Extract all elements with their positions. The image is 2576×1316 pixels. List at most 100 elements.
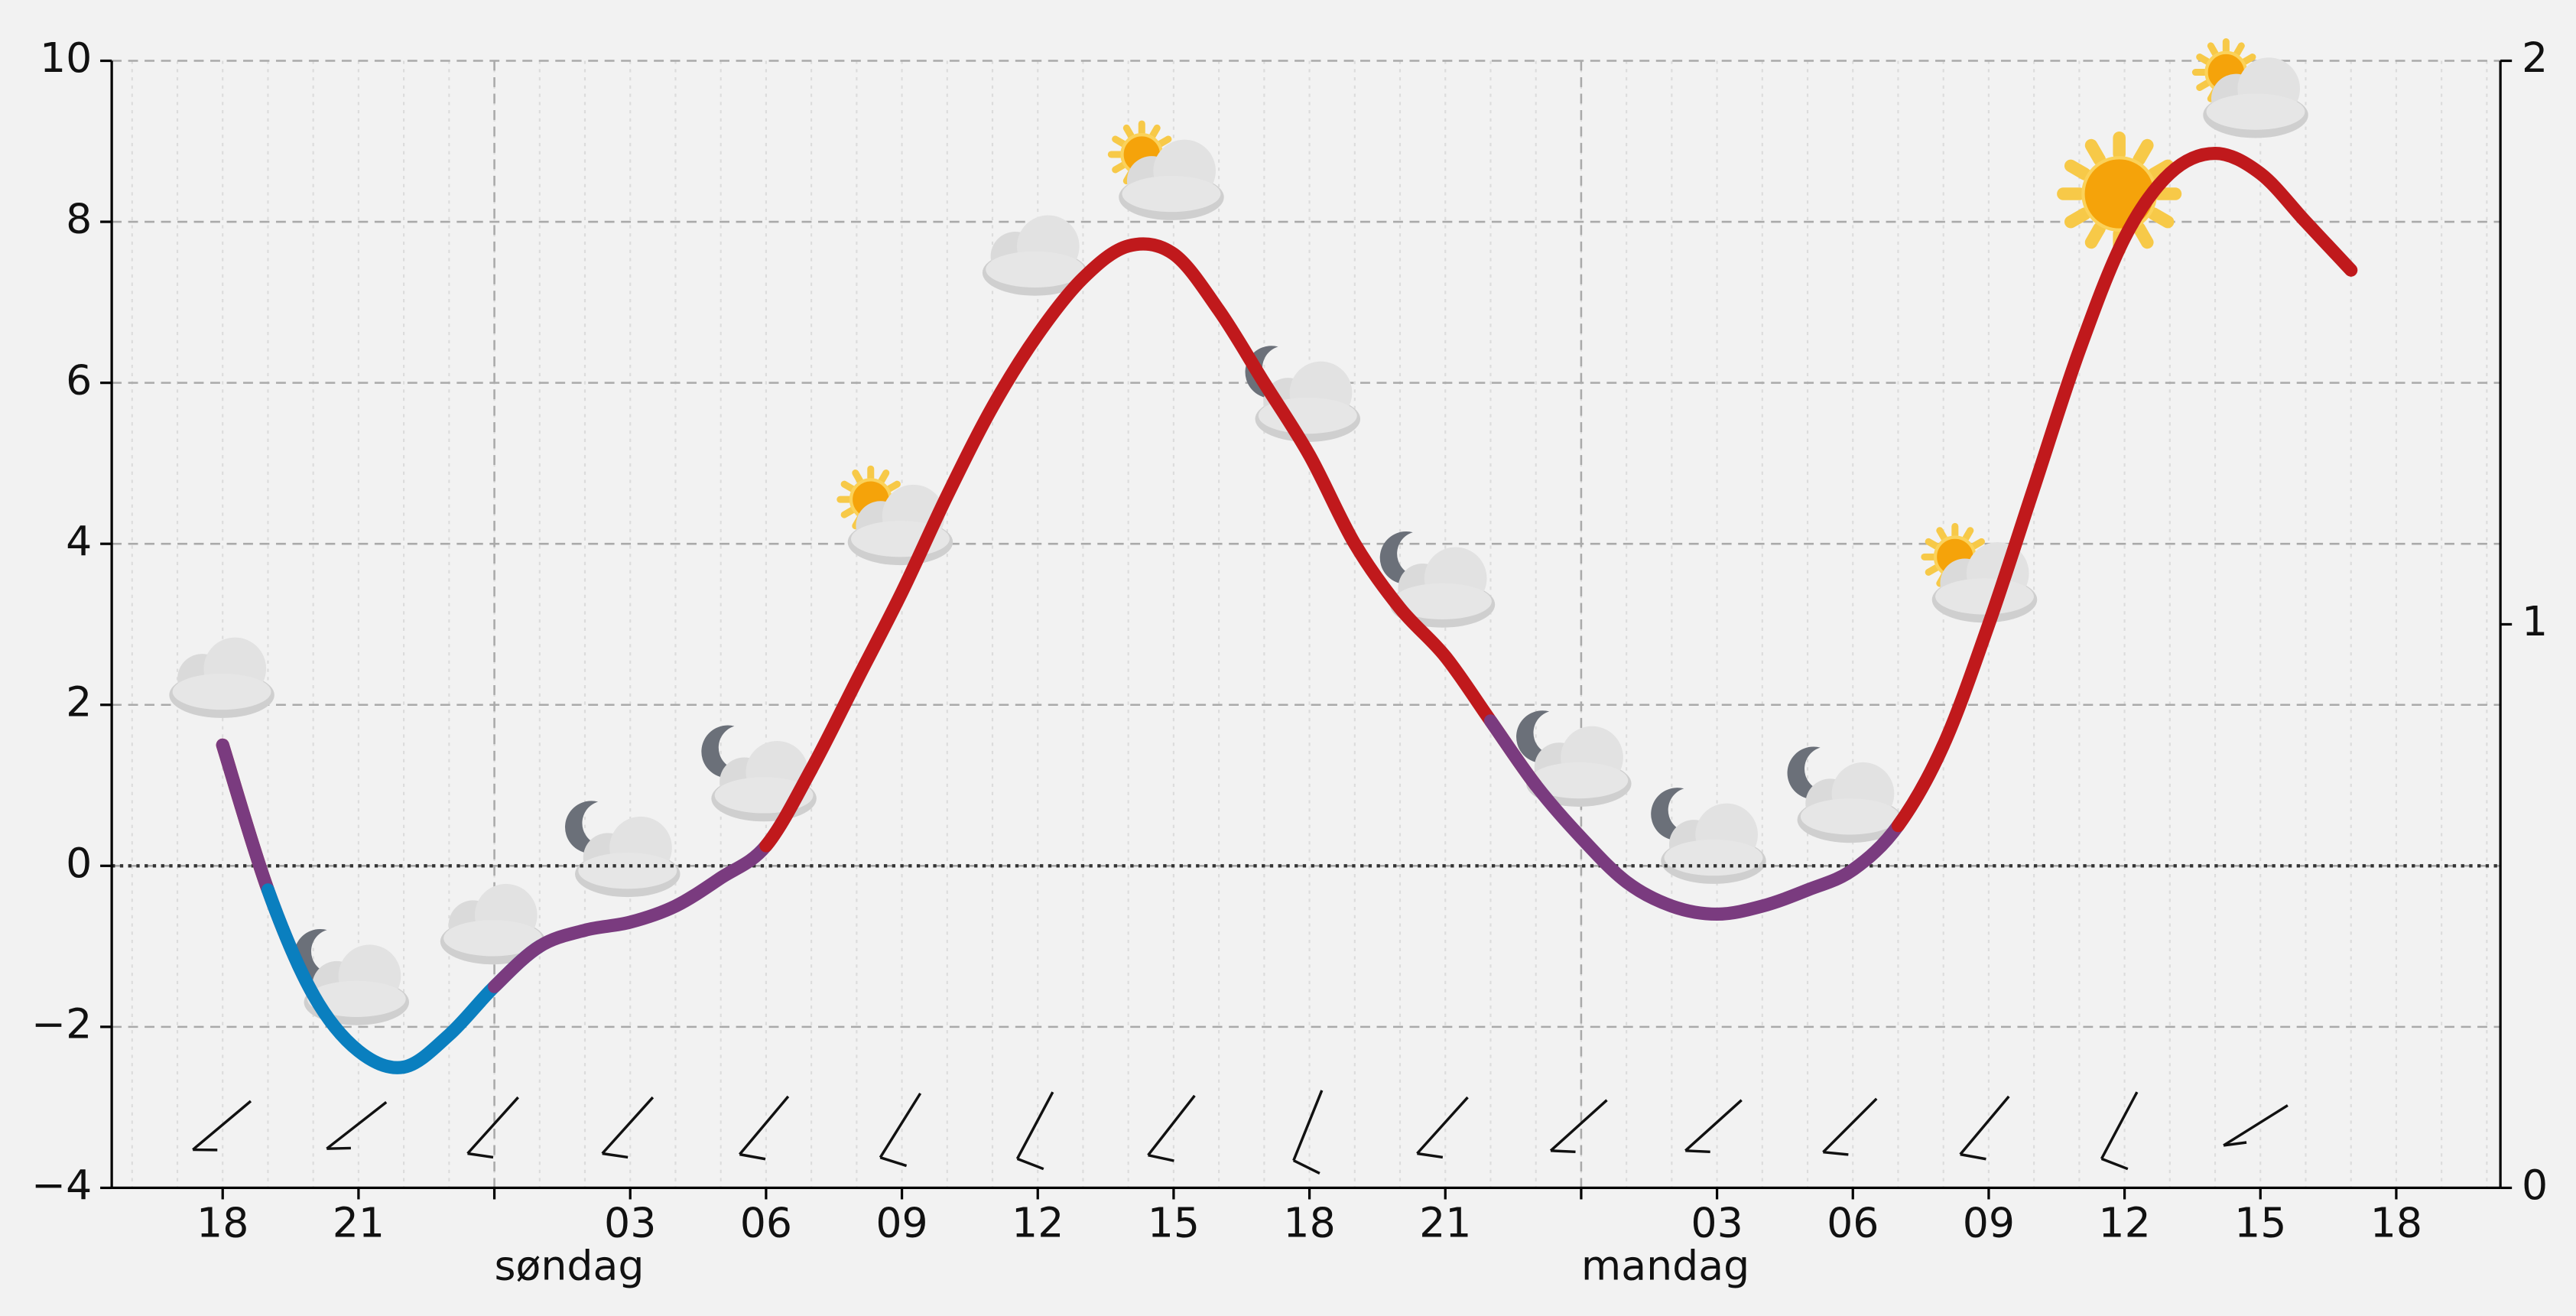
sun-ray xyxy=(885,480,901,492)
weather-icon xyxy=(1921,522,2038,623)
moon xyxy=(1516,710,1563,763)
moon xyxy=(565,801,612,854)
grid xyxy=(112,60,2501,1189)
y-tick-label: 8 xyxy=(66,195,92,243)
sun-ray xyxy=(852,470,864,485)
weather-icon xyxy=(169,637,274,718)
day-label: søndag xyxy=(495,1241,645,1289)
barb-staff xyxy=(1292,1090,1324,1162)
cloud-part xyxy=(986,251,1085,288)
temperature-line xyxy=(1483,714,1951,921)
y2-tick-label: 2 xyxy=(2522,34,2548,82)
barb-flag xyxy=(326,1146,351,1150)
x-tick-label: 18 xyxy=(1283,1198,1335,1246)
x-tick-label: 12 xyxy=(1012,1198,1064,1246)
sun-ray xyxy=(2064,207,2091,229)
x-tick-label: 09 xyxy=(875,1198,927,1246)
moon xyxy=(1651,788,1697,840)
sun-ray xyxy=(1157,135,1172,148)
sun-ray xyxy=(2064,159,2091,180)
sun-ray xyxy=(2233,42,2245,57)
sun-ray xyxy=(2084,222,2106,249)
y-tick-label: 6 xyxy=(66,356,92,404)
barb-staff xyxy=(326,1100,388,1150)
sun-ray xyxy=(2133,222,2154,249)
sun-ray xyxy=(1122,124,1135,139)
sun-ray xyxy=(2196,54,2211,65)
x-tick-label: 06 xyxy=(740,1198,792,1246)
barb-staff xyxy=(1147,1094,1196,1156)
x-tick-label: 15 xyxy=(1148,1198,1200,1246)
cloud-part xyxy=(2206,93,2305,130)
sun-ray xyxy=(2084,138,2106,166)
x-tick-label: 21 xyxy=(333,1198,385,1246)
barb-flag xyxy=(1960,1152,1986,1161)
weather-icon xyxy=(440,883,546,965)
cloud-part xyxy=(1393,583,1492,620)
cloud-part xyxy=(172,673,271,710)
x-tick-label: 06 xyxy=(1827,1198,1879,1246)
x-tick-label: 18 xyxy=(197,1198,249,1246)
barb-staff xyxy=(466,1096,519,1155)
weather-icon xyxy=(1245,346,1361,442)
barb-flag xyxy=(1293,1159,1320,1175)
sun-ray xyxy=(1112,135,1127,148)
cloud-part xyxy=(1122,175,1221,213)
barb-staff xyxy=(879,1092,922,1158)
cloud-part xyxy=(307,980,406,1017)
barb-flag xyxy=(2100,1157,2129,1171)
barb-staff xyxy=(1822,1097,1878,1153)
y-tick-label: 2 xyxy=(66,677,92,726)
moon xyxy=(1787,746,1834,800)
cloud-part xyxy=(1800,798,1899,835)
barb-flag xyxy=(879,1156,908,1168)
sun-ray xyxy=(1925,538,1940,550)
barb-flag xyxy=(1823,1150,1849,1156)
day-label: mandag xyxy=(1581,1241,1749,1289)
moon xyxy=(1379,531,1426,584)
y-tick-label: −4 xyxy=(31,1161,92,1209)
sun-ray xyxy=(1962,527,1974,542)
cloud-part xyxy=(1935,578,2034,615)
wind-barbs xyxy=(192,1090,2289,1175)
sun-ray xyxy=(1970,538,1985,550)
sun-ray xyxy=(2147,207,2175,229)
barb-staff xyxy=(1416,1096,1469,1155)
sun-ray xyxy=(2241,54,2256,65)
x-tick-label: 03 xyxy=(604,1198,656,1246)
barb-staff xyxy=(1959,1095,2010,1155)
barb-flag xyxy=(1016,1157,1044,1171)
sun-ray xyxy=(1925,564,1940,576)
y2-tick-label: 1 xyxy=(2522,597,2548,645)
barb-staff xyxy=(2100,1091,2139,1160)
barb-flag xyxy=(739,1152,766,1161)
y-tick-label: 10 xyxy=(40,34,92,82)
weather-icon xyxy=(982,215,1088,296)
barb-staff xyxy=(1549,1099,1608,1152)
weather-icon xyxy=(1379,531,1496,628)
sun-ray xyxy=(2133,138,2154,166)
x-tick-label: 09 xyxy=(1963,1198,2015,1246)
cloud-part xyxy=(1664,839,1763,876)
barb-flag xyxy=(1685,1149,1710,1154)
x-tick-label: 03 xyxy=(1691,1198,1743,1246)
sun-ray xyxy=(1148,124,1161,139)
x-tick-label: 12 xyxy=(2098,1198,2150,1246)
cloud-part xyxy=(443,920,543,957)
sun-ray xyxy=(2207,42,2219,57)
sun-ray xyxy=(840,506,856,518)
sun-ray xyxy=(878,470,890,485)
weather-icon xyxy=(1787,746,1903,843)
barb-staff xyxy=(2223,1104,2289,1147)
weather-icon xyxy=(1107,120,1224,220)
moon xyxy=(701,725,748,778)
cloud-part xyxy=(578,853,677,889)
temperature-line xyxy=(759,237,1543,853)
sun-ray xyxy=(1936,527,1948,542)
barb-flag xyxy=(1550,1149,1576,1154)
x-tick-label: 21 xyxy=(1419,1198,1471,1246)
sun-ray xyxy=(840,480,856,492)
barb-staff xyxy=(739,1095,790,1155)
